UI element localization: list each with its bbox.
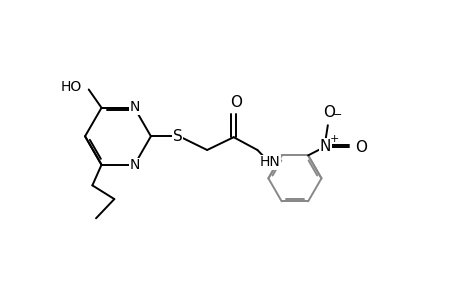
Text: O: O bbox=[323, 105, 335, 120]
Text: +: + bbox=[329, 134, 338, 144]
Text: HO: HO bbox=[61, 80, 82, 94]
Text: HN: HN bbox=[259, 155, 280, 170]
Text: −: − bbox=[332, 110, 342, 120]
Text: O: O bbox=[230, 95, 241, 110]
Text: N: N bbox=[129, 158, 140, 172]
Text: N: N bbox=[319, 139, 330, 154]
Text: N: N bbox=[129, 100, 140, 114]
Text: O: O bbox=[354, 140, 366, 155]
Text: S: S bbox=[172, 129, 182, 144]
